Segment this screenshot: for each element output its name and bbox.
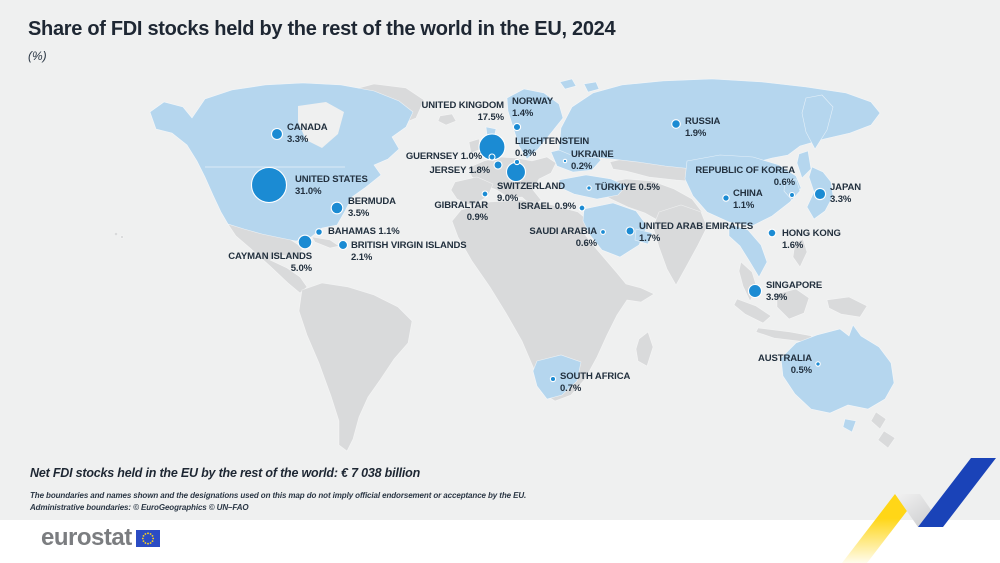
bubble-australia <box>815 361 821 367</box>
eu-flag-star <box>149 532 152 535</box>
land-borneo <box>776 288 810 320</box>
header: Share of FDI stocks held by the rest of … <box>28 18 616 63</box>
land-china <box>684 154 802 227</box>
land-kamchatka <box>801 94 834 150</box>
land-sumatra <box>733 298 772 324</box>
land-india <box>652 204 708 286</box>
land-australia <box>780 324 895 414</box>
bubble-canada <box>270 127 284 141</box>
bubble-cayman-islands <box>297 234 313 250</box>
bubble-layer <box>250 119 827 383</box>
bubble-gibraltar <box>481 190 489 198</box>
land-mexico-central-america <box>227 223 308 294</box>
eu-flag-star <box>141 537 144 539</box>
eu-flag-star <box>144 541 146 544</box>
land-sakhalin <box>796 150 812 179</box>
bubble-bahamas <box>315 228 323 236</box>
bubble-jersey <box>493 160 503 170</box>
page-subtitle: (%) <box>28 49 47 63</box>
hudson-bay <box>298 102 344 148</box>
bubble-singapore <box>747 283 763 299</box>
bubble-south-africa <box>549 375 557 383</box>
land-indochina <box>728 223 768 278</box>
eurostat-logo: eurostat <box>41 526 160 550</box>
bubble-republic-of-korea <box>788 191 796 199</box>
bubble-bermuda <box>330 201 344 215</box>
land-philippines <box>792 238 808 268</box>
eu-flag-star <box>151 537 154 539</box>
land-madagascar <box>635 331 654 367</box>
land-svalbard <box>559 78 600 93</box>
land-europe-mainland <box>467 156 557 208</box>
eu-flag-star <box>142 539 145 542</box>
land-turkiye <box>558 174 627 200</box>
land-hawaii <box>114 232 118 236</box>
bubble-united-states <box>250 166 288 204</box>
land-korea <box>783 178 801 201</box>
land-russia <box>558 78 881 170</box>
bubble-hong-kong <box>767 228 777 238</box>
land-scandinavia <box>506 88 564 160</box>
footer-bar: eurostat <box>0 520 1000 563</box>
eu-flag-star <box>146 542 149 545</box>
bubble-british-virgin-islands <box>337 239 349 251</box>
eu-flag-star <box>142 534 145 537</box>
bubble-china <box>722 194 730 202</box>
bubble-norway <box>512 122 522 132</box>
land-iberia <box>450 176 494 207</box>
land-tasmania <box>842 418 857 433</box>
land-north-america <box>149 82 414 242</box>
land-new-guinea <box>826 296 868 318</box>
bubble-ukraine <box>562 158 568 164</box>
map-disclaimer: The boundaries and names shown and the d… <box>30 490 526 514</box>
bubble-t-rkiye <box>586 185 592 191</box>
land-uae-oman <box>634 228 653 245</box>
net-fdi-note: Net FDI stocks held in the EU by the res… <box>30 466 421 480</box>
eu-flag-star <box>144 532 146 535</box>
eu-flag-icon <box>135 529 160 547</box>
bubble-guernsey <box>488 153 496 161</box>
land-saudi-arabia <box>582 202 648 258</box>
bubble-switzerland <box>505 161 527 183</box>
eu-flag-star <box>151 534 154 537</box>
bubble-japan <box>813 187 827 201</box>
land-new-zealand <box>870 411 896 449</box>
land-iceland <box>437 113 457 126</box>
eu-flag-star <box>146 531 149 534</box>
eu-flag-star <box>151 539 154 542</box>
bubble-russia <box>671 119 681 129</box>
land-south-africa <box>532 354 582 400</box>
land-south-america <box>298 282 413 452</box>
eurostat-wordmark: eurostat <box>41 524 132 551</box>
disclaimer-line-1: The boundaries and names shown and the d… <box>30 491 527 500</box>
page-title: Share of FDI stocks held by the rest of … <box>28 18 616 40</box>
bubble-israel <box>578 204 586 212</box>
disclaimer-line-2: Administrative boundaries: © EuroGeograp… <box>30 503 249 512</box>
eu-flag-star <box>149 541 152 544</box>
bubble-liechtenstein <box>513 158 521 166</box>
bubble-united-arab-emirates <box>625 226 635 236</box>
land-caribbean <box>311 236 340 249</box>
bubble-saudi-arabia <box>600 229 606 235</box>
land-hawaii-2 <box>120 235 124 239</box>
